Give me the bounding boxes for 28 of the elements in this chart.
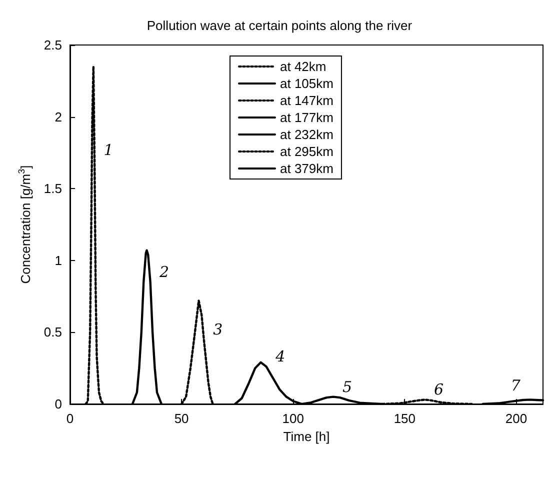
x-tick-label: 150 [394, 411, 416, 426]
chart-title: Pollution wave at certain points along the river [146, 18, 413, 33]
annotation: 7 [510, 376, 521, 395]
legend-label: at 147km [280, 93, 334, 108]
y-tick-label: 0.5 [44, 324, 62, 340]
y-tick-label: 2.5 [44, 38, 62, 52]
legend-label: at 295km [280, 144, 334, 159]
annotation: 4 [274, 348, 286, 366]
x-tick-label: 50 [174, 411, 189, 426]
y-tick-label: 0 [54, 396, 62, 412]
y-tick-label: 1 [54, 252, 62, 268]
annotation: 5 [342, 378, 352, 396]
x-axis-title: Time [h] [283, 429, 330, 444]
annotation: 6 [434, 380, 444, 399]
y-tick-label: 1.5 [44, 181, 62, 196]
annotation: 1 [104, 140, 114, 159]
x-tick-label: 100 [282, 411, 304, 426]
x-tick-label: 0 [66, 411, 74, 426]
legend-label: at 232km [280, 127, 334, 142]
x-tick-label: 200 [505, 411, 528, 426]
annotation: 2 [158, 262, 170, 281]
legend-label: at 42km [280, 59, 326, 74]
legend-label: at 379km [280, 161, 334, 176]
legend-label: at 177km [280, 110, 334, 125]
y-tick-label: 2 [54, 109, 62, 124]
legend-label: at 105km [280, 76, 334, 91]
annotation: 3 [213, 320, 223, 338]
y-axis-title: Concentration [g/m3] [16, 165, 33, 284]
